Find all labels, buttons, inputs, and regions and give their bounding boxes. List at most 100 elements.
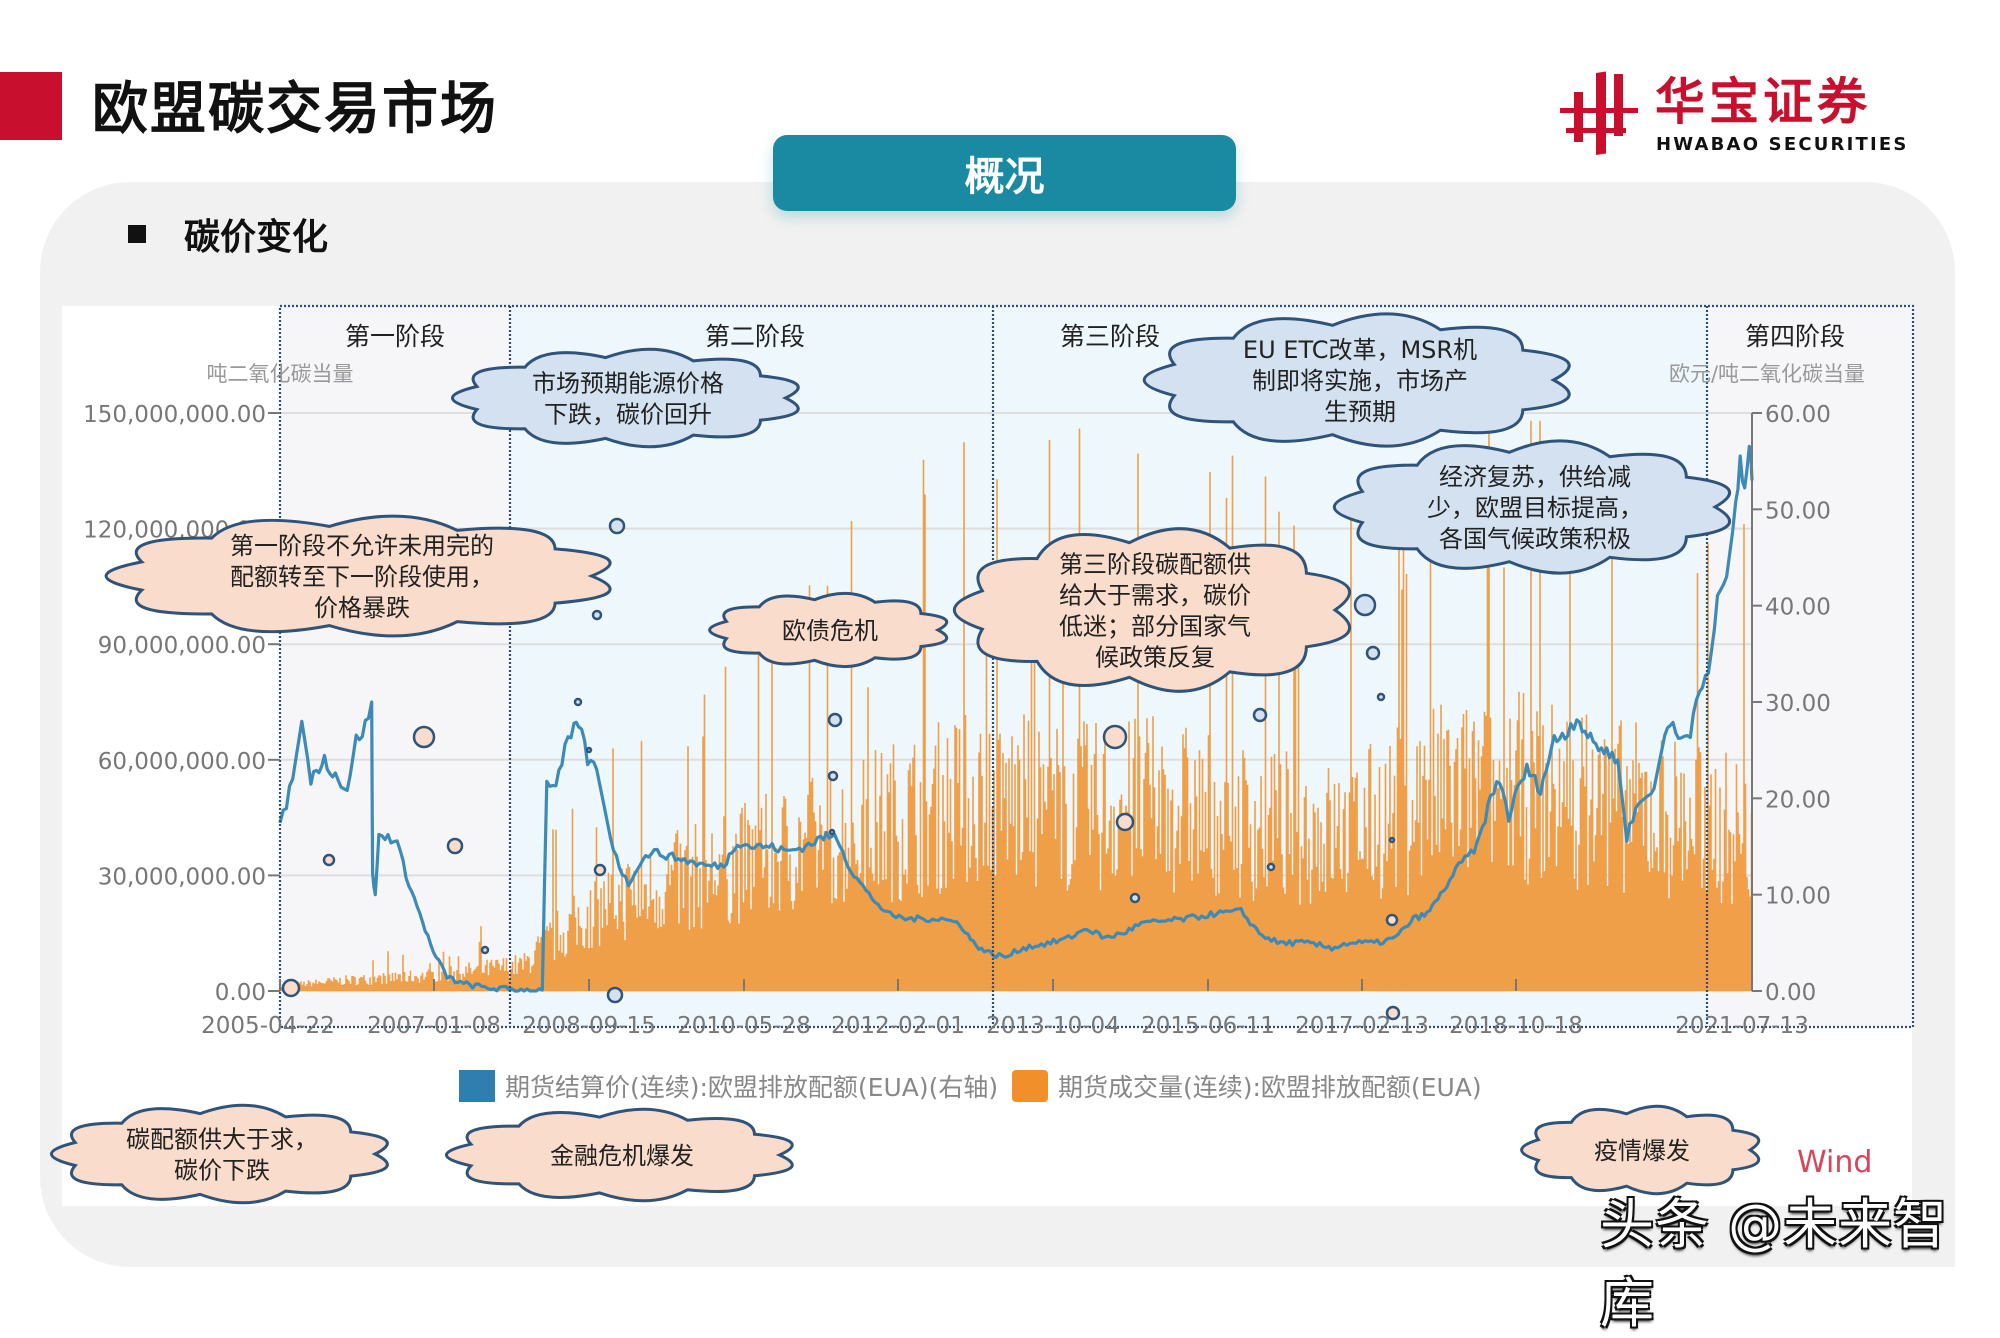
hwabao-logo: 华宝证券 HWABAO SECURITIES — [1560, 66, 1940, 166]
thought-bubble-dot — [593, 863, 607, 877]
thought-bubble-dot — [480, 945, 490, 955]
cloud-text: 碳价下跌 — [174, 1157, 270, 1185]
thought-bubble-dot — [1266, 862, 1276, 872]
x-axis-tick: 2012-02-01 — [831, 1013, 965, 1039]
left-axis-tick: 30,000,000.00 — [98, 864, 266, 890]
cloud-text: 第一阶段不允许未用完的 — [230, 532, 494, 560]
thought-bubble-dot — [606, 986, 624, 1004]
left-axis-label: 吨二氧化碳当量 — [207, 362, 354, 386]
right-axis-tick: 50.00 — [1765, 498, 1831, 524]
thought-bubble-dot — [1365, 645, 1381, 661]
page-title: 欧盟碳交易市场 — [92, 77, 498, 142]
thought-bubble-dot — [412, 725, 436, 749]
logo-english-name: HWABAO SECURITIES — [1656, 134, 1909, 155]
cloud-text: 市场预期能源价格 — [532, 370, 724, 398]
x-axis-tick: 2021-07-13 — [1675, 1013, 1809, 1039]
x-axis-tick: 2013-10-04 — [986, 1013, 1120, 1039]
right-axis-tick: 10.00 — [1765, 884, 1831, 910]
right-axis-tick: 30.00 — [1765, 691, 1831, 717]
x-axis-tick: 2008-09-15 — [522, 1013, 656, 1039]
cloud-text: 生预期 — [1324, 398, 1396, 426]
thought-bubble-dot — [1129, 892, 1141, 904]
title-accent-bar — [0, 72, 62, 140]
thought-bubble-dot — [573, 697, 583, 707]
watermark: 头条 @未来智库 — [1600, 1193, 1949, 1335]
cloud-text: 疫情爆发 — [1594, 1137, 1690, 1165]
annotation-cloud: 金融危机爆发 — [445, 1107, 794, 1203]
cloud-text: 经济复苏，供给减 — [1439, 463, 1631, 491]
x-axis-tick: 2007-01-08 — [367, 1013, 501, 1039]
thought-bubble-dot — [1385, 1005, 1401, 1021]
axes: 150,000,000.00120,000,000.0090,000,000.0… — [83, 362, 1865, 1039]
cloud-text: 配额转至下一阶段使用， — [230, 563, 494, 591]
cloud-text: 少，欧盟目标提高， — [1427, 494, 1643, 522]
cloud-shape — [445, 1107, 794, 1203]
cloud-text: 下跌，碳价回升 — [544, 401, 712, 429]
thought-bubble-dot — [828, 828, 836, 836]
cloud-text: 候政策反复 — [1095, 644, 1215, 672]
thought-bubble-dot — [591, 609, 603, 621]
logo-chinese-name: 华宝证券 — [1655, 73, 1871, 131]
phase-region — [280, 306, 510, 1027]
x-axis-tick: 2015-06-11 — [1141, 1013, 1275, 1039]
thought-bubble-dot — [1115, 812, 1135, 832]
phase-borders: 第一阶段 第二阶段 第三阶段 第四阶段 — [278, 304, 1915, 1029]
cloud-text: 各国气候政策积极 — [1439, 525, 1631, 553]
left-axis-tick: 150,000,000.00 — [83, 402, 266, 428]
cloud-shape — [104, 514, 612, 638]
phase-label: 第四阶段 — [1745, 322, 1845, 351]
cloud-text: 金融危机爆发 — [550, 1142, 694, 1170]
chart-legend: 期货结算价(连续):欧盟排放配额(EUA)(右轴) 期货成交量(连续):欧盟排放配… — [459, 1070, 1482, 1102]
section-subtitle: 碳价变化 — [128, 208, 328, 260]
phase-label: 第一阶段 — [345, 322, 445, 351]
right-axis-tick: 60.00 — [1765, 402, 1831, 428]
cloud-shape — [50, 1103, 389, 1205]
cloud-shape — [708, 591, 949, 669]
cloud-text: 欧债危机 — [782, 617, 878, 645]
thought-bubble-dot — [322, 853, 336, 867]
carbon-price-chart: 第一阶段 第二阶段 第三阶段 第四阶段 150,000,000.00120,000,0… — [50, 304, 1915, 1205]
price-line — [278, 444, 1754, 993]
cloud-text: 第三阶段碳配额供 — [1059, 551, 1251, 579]
thought-bubble-dot — [1252, 707, 1268, 723]
annotation-cloud: 欧债危机 — [708, 591, 949, 669]
cloud-text: 给大于需求，碳价 — [1059, 582, 1251, 610]
thought-bubble-dot — [1353, 593, 1377, 617]
cloud-shape — [952, 527, 1351, 693]
right-axis-label: 欧元/吨二氧化碳当量 — [1669, 362, 1865, 386]
thought-bubble-dot — [1102, 724, 1128, 750]
subtitle-text: 碳价变化 — [184, 217, 329, 258]
cloud-shape — [1142, 312, 1571, 448]
right-axis-tick: 20.00 — [1765, 787, 1831, 813]
cloud-text: 碳配额供大于求， — [126, 1126, 318, 1154]
x-axis-tick: 2005-04-22 — [201, 1013, 335, 1039]
thought-bubble-dot — [608, 517, 626, 535]
thought-bubble-dot — [446, 837, 464, 855]
thought-bubble-dot — [1376, 692, 1386, 702]
phase-label: 第二阶段 — [705, 322, 805, 351]
source-label: Wind — [1797, 1145, 1873, 1180]
x-axis-tick: 2017-02-13 — [1295, 1013, 1429, 1039]
cloud-shape — [451, 347, 800, 449]
cloud-shape — [1332, 439, 1731, 575]
cloud-shape — [1520, 1104, 1761, 1196]
hwabao-logo-icon — [1560, 71, 1638, 155]
phase-label: 第三阶段 — [1060, 322, 1160, 351]
right-axis-tick: 40.00 — [1765, 595, 1831, 621]
x-axis-tick: 2018-10-18 — [1449, 1013, 1583, 1039]
thought-bubble-dot — [1385, 913, 1399, 927]
bullet-square-icon — [128, 225, 146, 243]
left-axis-tick: 0.00 — [215, 980, 266, 1006]
cloud-text: 低迷；部分国家气 — [1059, 613, 1251, 641]
cloud-text: 制即将实施，市场产 — [1252, 367, 1468, 395]
right-axis-tick: 0.00 — [1765, 980, 1816, 1006]
left-axis-tick: 60,000,000.00 — [98, 749, 266, 775]
section-banner: 概况 — [773, 135, 1236, 211]
legend-item-price: 期货结算价(连续):欧盟排放配额(EUA)(右轴) — [505, 1073, 998, 1102]
annotation-cloud: 疫情爆发 — [1520, 1104, 1761, 1196]
